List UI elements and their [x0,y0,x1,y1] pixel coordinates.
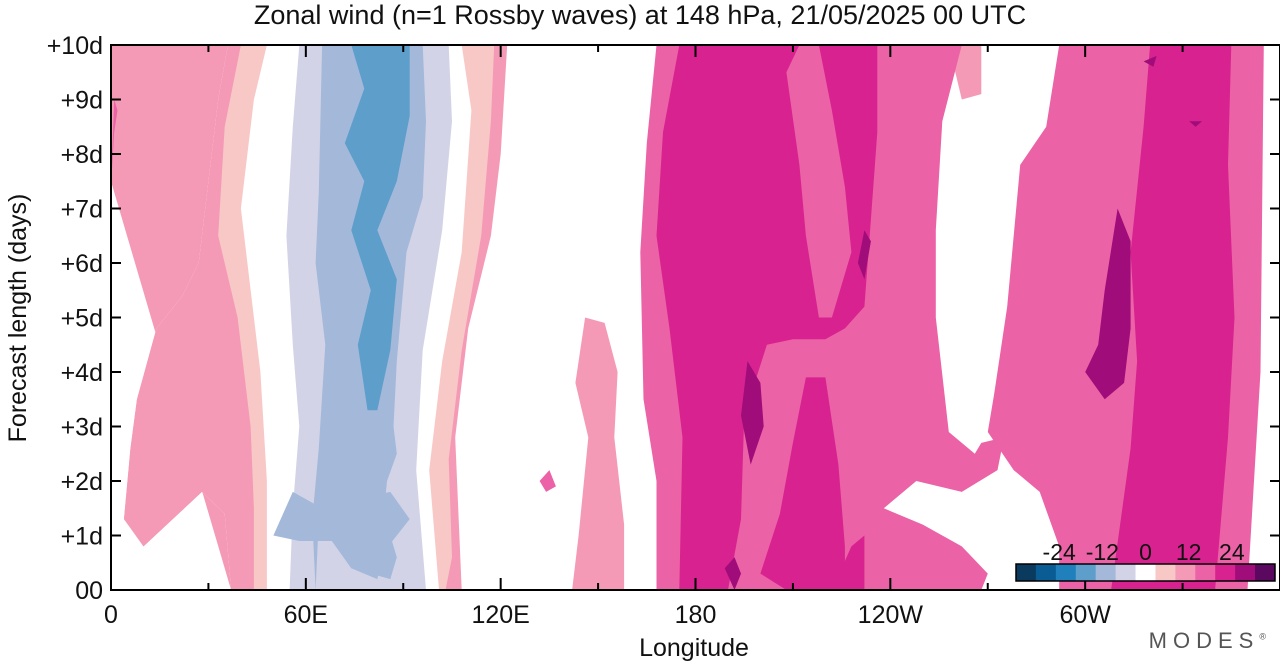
contour-region-16 [1111,45,1235,590]
colorbar-swatch [1055,564,1077,581]
x-axis-label: Longitude [639,634,749,662]
colorbar-swatch [1115,564,1137,581]
colorbar-tick-label: 12 [1176,539,1202,565]
colorbar-tick-label: 0 [1139,539,1152,565]
brand-logo: MODES® [1149,628,1266,654]
x-axis: 0 60E 120E 180 120W 60W [104,45,1280,629]
contour-region-10 [111,99,118,187]
x-tick-label: 120W [858,601,924,629]
brand-mark: ® [1259,631,1266,642]
chart-title: Zonal wind (n=1 Rossby waves) at 148 hPa… [253,0,1027,30]
contour-region-21 [1143,55,1157,67]
y-axis: 00 +1d +2d +3d +4d +5d +6d +7d +8d +9d +10d [47,32,1280,605]
x-tick-label: 180 [675,601,717,629]
x-tick-label: 0 [104,601,118,629]
colorbar-swatch [1215,564,1236,581]
contour-region-9 [344,45,410,411]
colorbar-tick-label: -12 [1086,539,1119,565]
y-tick-label: +10d [47,32,103,60]
y-axis-label: Forecast length (days) [4,194,32,443]
contour-region-20 [1085,208,1131,400]
colorbar-frame [1015,563,1276,582]
colorbar: -24 -12 0 12 24 [1015,539,1276,582]
y-tick-label: +7d [61,196,103,224]
y-tick-label: +3d [61,414,103,442]
contour-region-23 [724,557,741,590]
brand-text: MODES [1148,628,1260,653]
contour-region-18 [741,361,764,465]
colorbar-swatch [1235,564,1256,581]
y-tick-label: +1d [61,523,103,551]
colorbar-swatch [1155,564,1176,581]
colorbar-swatch [1255,564,1276,581]
colorbar-swatch [1075,564,1097,581]
contour-region-19 [857,230,871,280]
y-tick-label: 00 [75,577,103,605]
colorbar-swatch [1095,564,1117,581]
x-tick-label: 60E [284,601,328,629]
y-tick-label: +9d [61,87,103,115]
colorbar-swatch [1175,564,1196,581]
y-tick-label: +8d [61,141,103,169]
contour-region-22 [1189,121,1203,127]
colorbar-swatch [1195,564,1216,581]
colorbar-tick-label: -24 [1043,539,1076,565]
colorbar-tick-label: 24 [1219,539,1245,565]
contour-region-8 [273,491,410,580]
y-tick-label: +5d [61,305,103,333]
contour-region-17 [831,535,865,590]
contour-region-15 [760,377,845,590]
colorbar-swatch [1016,564,1037,581]
contour-region-11 [539,470,556,492]
contour-region-2 [572,317,625,590]
contour-region-14 [656,45,878,590]
x-tick-label: 60W [1059,601,1111,629]
x-tick-label: 120E [471,601,529,629]
y-tick-label: +4d [61,359,103,387]
contour-fields [111,45,1264,590]
colorbar-swatch [1035,564,1057,581]
colorbar-swatch [1135,564,1156,581]
y-tick-label: +2d [61,468,103,496]
y-tick-label: +6d [61,250,103,278]
